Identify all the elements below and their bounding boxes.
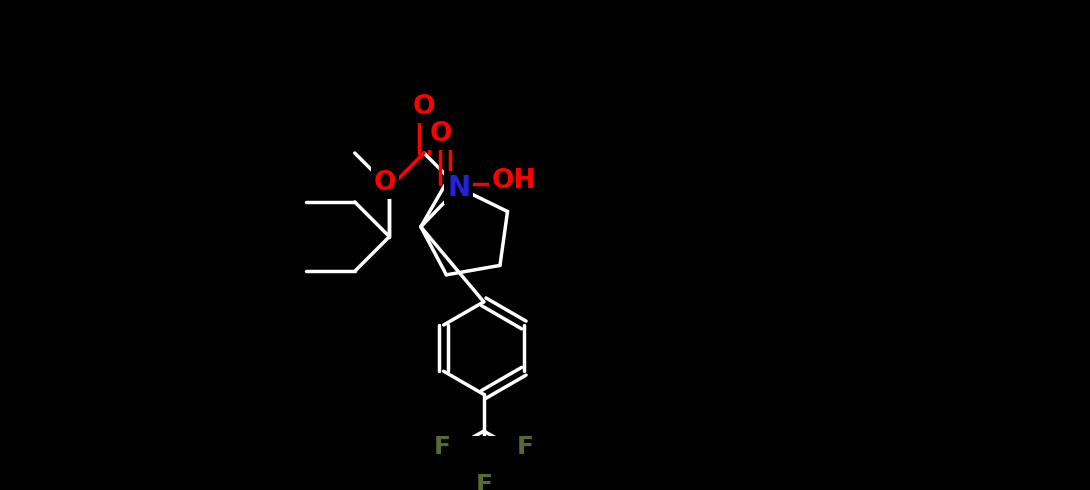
Text: O: O: [374, 170, 396, 196]
Text: F: F: [434, 435, 450, 459]
Text: N: N: [447, 173, 470, 202]
Text: F: F: [517, 435, 534, 459]
Text: O: O: [429, 121, 452, 147]
Text: F: F: [475, 472, 493, 490]
Text: OH: OH: [492, 168, 536, 194]
Text: O: O: [413, 94, 435, 120]
